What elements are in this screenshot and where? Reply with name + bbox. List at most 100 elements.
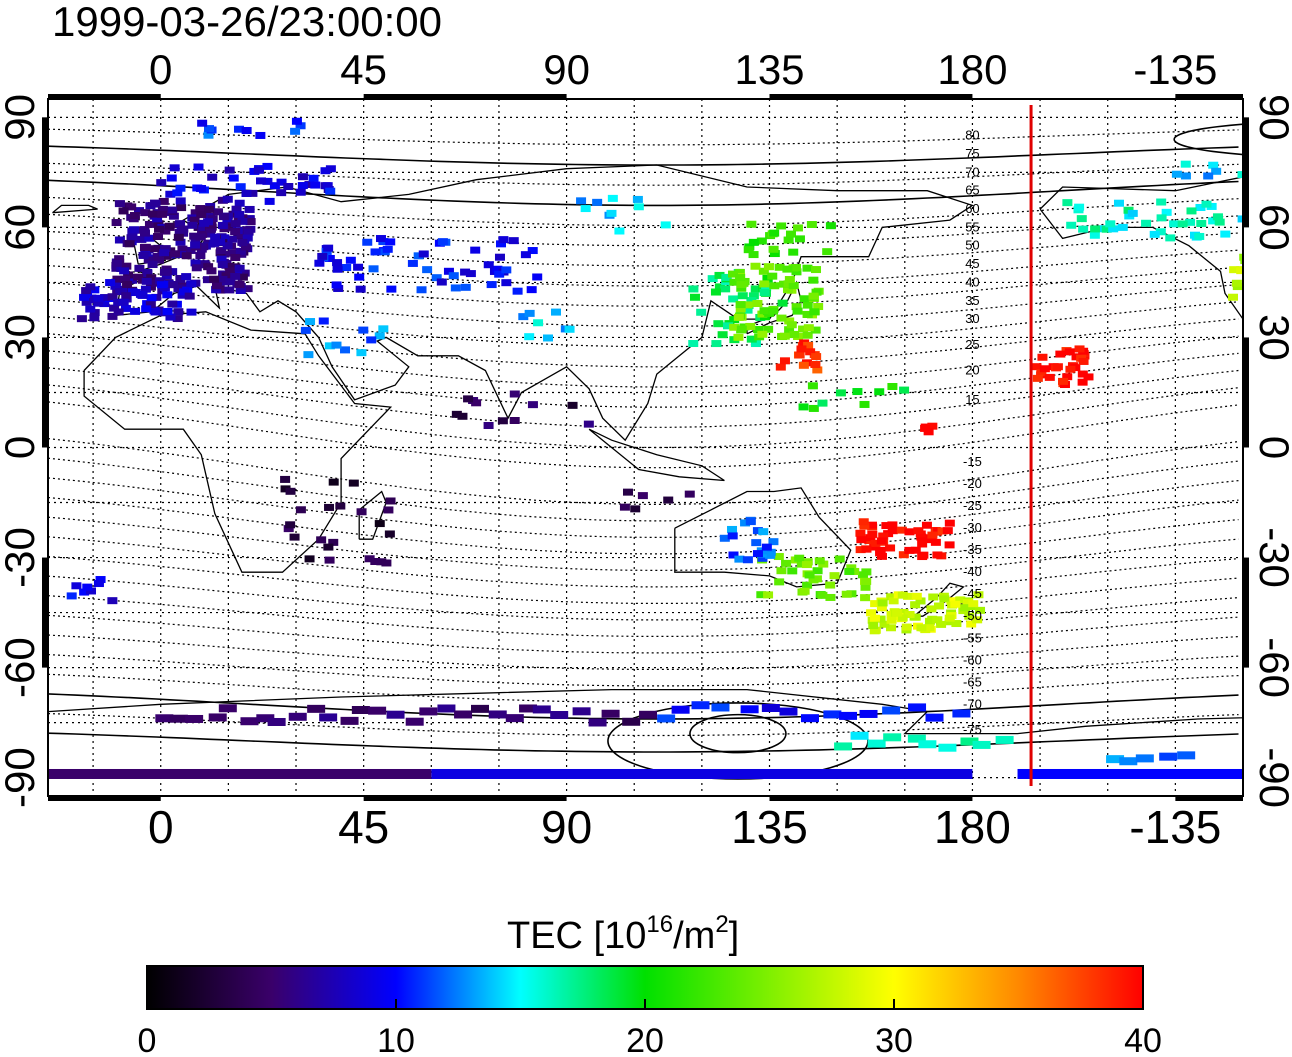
mag-contour [48,401,1239,469]
tec-cell [150,245,161,253]
bottom-lon-tick-label: -135 [1129,801,1221,853]
tec-cell [918,551,929,559]
tec-cell [196,185,207,193]
north-pole-contour [1173,123,1243,156]
frame-bar-right [1243,557,1249,668]
left-latitude-tick-labels: 90 60 30 0 -30 -60 -90 [0,94,43,808]
left-lat-tick-label: -90 [0,747,43,808]
tec-cell [234,264,245,272]
tec-band-cell [419,707,438,716]
tec-cell [825,222,836,230]
tec-cell [520,251,531,259]
tec-cell [776,567,787,575]
tec-cell [1237,215,1243,223]
tec-cell [791,268,802,276]
tec-cell [885,544,896,552]
tec-cell [1266,253,1276,260]
tec-cell [1276,306,1286,313]
left-lat-tick-label: 0 [0,436,43,459]
tec-cell [345,256,356,264]
tec-cell [564,325,575,333]
tec-cell [752,527,763,535]
tec-cell [1036,369,1047,377]
tec-cell [944,519,955,527]
tec-cell [779,332,790,340]
contour-label: -30 [963,520,982,535]
contour-label: -55 [963,630,982,645]
mag-contour [48,732,1239,753]
tec-cell [1186,207,1197,215]
mag-contour [48,516,1239,572]
tec-cell [147,210,158,218]
tec-cell [810,360,821,368]
tec-cell [168,281,179,289]
mag-contour [48,654,1239,687]
colorbar-tick-label: 40 [1124,1022,1162,1057]
tec-cell [877,599,888,607]
tec-band-cell [218,704,237,713]
tec-cell [237,217,248,225]
tec-band-cell [185,714,204,723]
frame-bar-top [363,94,567,99]
contour-label: -15 [963,454,982,469]
tec-cell [203,125,214,133]
tec-cell [1208,161,1219,169]
tec-cell [861,545,872,553]
tec-band-cell [240,717,259,726]
tec-cell [1249,295,1259,302]
tec-cell [216,247,227,255]
tec-cell [1206,202,1217,210]
tec-cell [768,307,779,315]
coastline-segment [83,311,393,573]
tec-cell [728,295,739,303]
tec-cell [483,261,494,269]
tec-cell [140,209,151,217]
tec-cell [322,182,333,190]
contour-label: -45 [963,586,982,601]
tec-band-cell [471,704,490,713]
tec-cell [752,550,763,558]
tec-cell [173,308,184,316]
tec-cell [205,230,216,238]
contour-label: -40 [963,564,982,579]
tec-cell [1058,377,1069,385]
tec-cell [910,601,921,609]
tec-band-cell [267,717,286,726]
tec-cell [224,166,235,174]
tec-cell [794,235,805,243]
tec-cell [107,597,118,605]
tec-cell [166,206,177,214]
tec-cell [186,280,197,288]
coastline-segment [674,487,852,588]
tec-cell [1237,171,1243,179]
tec-cell [99,300,110,308]
tec-cell [782,265,793,273]
tec-cell [1171,170,1182,178]
tec-cell [814,557,825,565]
contour-label: 55 [965,219,979,234]
tec-cell [729,323,740,331]
tec-band-cell [572,707,591,716]
tec-cell [720,285,731,293]
tec-band-cell [711,703,730,712]
tec-cell [1101,225,1112,233]
mag-contour [48,128,1239,146]
tec-cell [663,496,674,504]
tec-cell [112,275,123,283]
tec-cell [243,228,254,236]
tec-cell [368,265,379,273]
tec-cell [886,593,897,601]
tec-cell [1074,345,1085,353]
tec-cell [869,543,880,551]
tec-cell [915,597,926,605]
tec-cell [927,531,938,539]
tec-cell [898,551,909,559]
tec-cell [418,250,429,258]
tec-cell [304,555,315,563]
contour-label: 25 [965,337,979,352]
tec-cell [769,250,780,258]
tec-cell [451,410,462,418]
tec-cell [688,340,699,348]
tec-cell [614,227,625,235]
tec-cell [93,299,104,307]
